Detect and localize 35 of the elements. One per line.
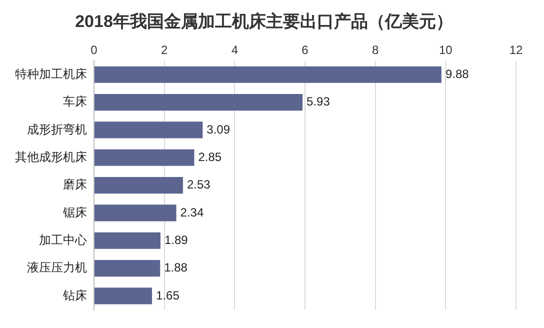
- bar: [94, 232, 160, 249]
- y-tick-label: 加工中心: [39, 232, 87, 247]
- y-tick-label: 锯床: [62, 205, 87, 220]
- bar: [94, 204, 176, 222]
- data-label: 9.88: [445, 66, 470, 81]
- y-tick-label: 成形折弯机: [27, 122, 87, 136]
- data-label: 2.53: [186, 178, 211, 192]
- data-label: 1.88: [164, 260, 188, 275]
- x-tick-label: 12: [509, 42, 523, 57]
- data-label: 2.34: [180, 205, 204, 220]
- bar: [94, 288, 152, 304]
- bar: [94, 177, 183, 194]
- y-tick-label: 钻床: [62, 288, 87, 302]
- y-tick-label: 其他成形机床: [15, 150, 87, 164]
- x-tick-label: 6: [302, 42, 309, 57]
- data-label: 3.09: [206, 122, 230, 136]
- data-label: 1.65: [156, 288, 180, 302]
- x-tick-label: 10: [438, 42, 453, 57]
- x-tick-label: 2: [160, 42, 168, 57]
- y-tick-label: 液压压力机: [27, 260, 87, 275]
- bar: [94, 94, 303, 111]
- bar: [94, 122, 203, 138]
- bar: [94, 66, 442, 83]
- y-tick-label: 磨床: [63, 178, 87, 192]
- y-tick-label: 特种加工机床: [15, 66, 87, 81]
- y-tick-label: 车床: [63, 94, 87, 109]
- bar: [94, 149, 194, 166]
- x-tick-label: 0: [90, 42, 98, 57]
- data-label: 5.93: [306, 94, 330, 109]
- data-label: 1.89: [164, 232, 188, 247]
- bar: [94, 260, 160, 277]
- chart-title: 2018年我国金属加工机床主要出口产品（亿美元）: [75, 12, 453, 31]
- x-tick-label: 8: [372, 42, 379, 57]
- x-tick-label: 4: [231, 42, 238, 57]
- data-label: 2.85: [198, 150, 222, 164]
